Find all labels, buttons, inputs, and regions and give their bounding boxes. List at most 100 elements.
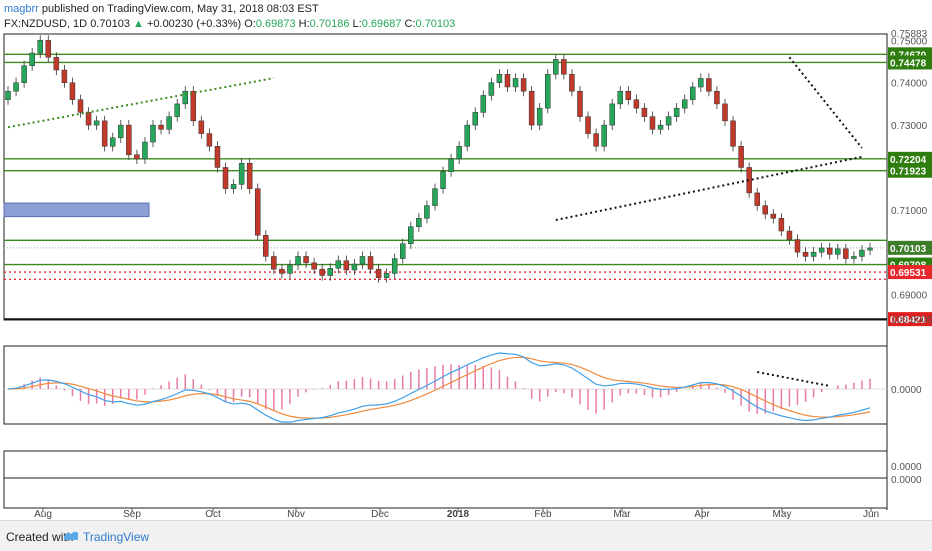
- candle-body: [351, 263, 358, 271]
- candle-body: [109, 137, 116, 147]
- x-tick-label: Nov: [287, 509, 305, 520]
- level-badge: [888, 151, 932, 166]
- candle-body: [641, 107, 648, 117]
- candle-body: [158, 124, 164, 130]
- candle-body: [142, 141, 148, 160]
- candle-body: [859, 249, 865, 257]
- y-tick-label: 0.69000: [891, 291, 928, 302]
- candle-body: [134, 154, 140, 160]
- candle-body: [383, 273, 390, 278]
- x-tick-label: May: [773, 509, 792, 520]
- trendline: [788, 56, 863, 149]
- candle-body: [480, 95, 487, 113]
- candle-body: [681, 99, 688, 109]
- change-value: +0.00230 (+0.33%): [146, 18, 242, 30]
- candle-body: [230, 184, 237, 189]
- candle-body: [150, 124, 156, 143]
- candle-body: [335, 260, 342, 269]
- candle-body: [504, 74, 511, 88]
- created-with-text: Created with: [6, 530, 74, 544]
- footer-bar: Created with TradingView: [0, 520, 932, 551]
- trendline: [555, 155, 863, 221]
- close-label: C:: [404, 18, 416, 30]
- candle-body: [609, 103, 615, 126]
- candle-body: [416, 218, 422, 228]
- candle-body: [118, 124, 124, 139]
- candle-body: [319, 268, 325, 276]
- candle-body: [238, 162, 245, 185]
- candle-body: [617, 90, 624, 105]
- candle-body: [174, 103, 180, 117]
- level-badge: [888, 240, 932, 255]
- x-tick-label: Dec: [371, 509, 389, 520]
- candle-body: [375, 268, 382, 278]
- level-badge: [888, 312, 932, 327]
- x-tick-label: Feb: [534, 509, 552, 520]
- last-price: 0.70103: [90, 18, 130, 30]
- candle-body: [512, 78, 519, 88]
- macd-trendline: [757, 371, 830, 387]
- candle-body: [45, 40, 52, 58]
- candle-body: [746, 167, 752, 194]
- y-tick-label: 0.71000: [891, 206, 928, 217]
- candle-body: [101, 120, 108, 147]
- x-tick-label: Sep: [123, 509, 141, 520]
- candle-body: [754, 192, 760, 206]
- candle-body: [367, 256, 374, 270]
- candle-body: [770, 213, 777, 219]
- candle-body: [456, 146, 462, 160]
- x-tick-label: 2018: [447, 509, 470, 520]
- symbol-label: FX:NZDUSD, 1D: [4, 18, 88, 30]
- candle-body: [190, 90, 197, 122]
- candle-body: [496, 74, 503, 83]
- candle-body: [690, 86, 696, 100]
- macd-zero-label: 0.0000: [891, 385, 922, 396]
- candle-body: [545, 74, 551, 109]
- author-link[interactable]: magbrr: [4, 3, 39, 15]
- symbol-info: FX:NZDUSD, 1D 0.70103 ▲ +0.00230 (+0.33%…: [4, 18, 455, 30]
- lower-pane-label: 0.0000: [891, 475, 922, 486]
- candle-body: [528, 90, 535, 126]
- candle-body: [77, 99, 84, 113]
- candle-body: [561, 59, 567, 75]
- candle-body: [601, 124, 607, 147]
- x-tick-label: Aug: [34, 509, 52, 520]
- level-badge: [888, 265, 932, 280]
- tradingview-link[interactable]: TradingView: [83, 530, 150, 544]
- candle-body: [311, 262, 317, 270]
- tradingview-logo-icon: [64, 531, 78, 540]
- candle-body: [5, 90, 11, 100]
- candle-body: [271, 256, 277, 270]
- candle-body: [488, 82, 495, 96]
- candle-body: [391, 258, 398, 274]
- candle-body: [867, 247, 873, 251]
- publish-info: magbrr published on TradingView.com, May…: [4, 3, 319, 15]
- x-tick-label: Mar: [613, 509, 631, 520]
- candle-body: [794, 239, 801, 253]
- candle-body: [448, 158, 454, 172]
- candle-body: [464, 124, 470, 147]
- candle-body: [851, 256, 857, 259]
- candle-body: [706, 78, 712, 92]
- candle-body: [665, 116, 672, 126]
- candle-body: [359, 256, 366, 265]
- candle-body: [722, 103, 728, 122]
- candle-body: [762, 205, 769, 215]
- candle-body: [408, 226, 414, 244]
- candle-body: [85, 112, 92, 126]
- trendline: [7, 77, 275, 129]
- candle-body: [93, 120, 100, 126]
- candle-body: [53, 57, 60, 71]
- candle-body: [69, 82, 76, 100]
- candle-body: [649, 116, 656, 130]
- candle-body: [633, 99, 640, 109]
- candle-body: [843, 248, 849, 259]
- level-badge-label: 0.69531: [890, 268, 927, 279]
- candle-body: [553, 59, 559, 75]
- candle-body: [61, 69, 68, 83]
- candle-body: [625, 90, 632, 100]
- candle-body: [254, 188, 261, 236]
- price-chart[interactable]: 0.75000 0.74000 0.73000 0.71000 0.69000 0.758…: [0, 0, 932, 520]
- candle-body: [714, 90, 720, 105]
- candle-body: [536, 107, 543, 126]
